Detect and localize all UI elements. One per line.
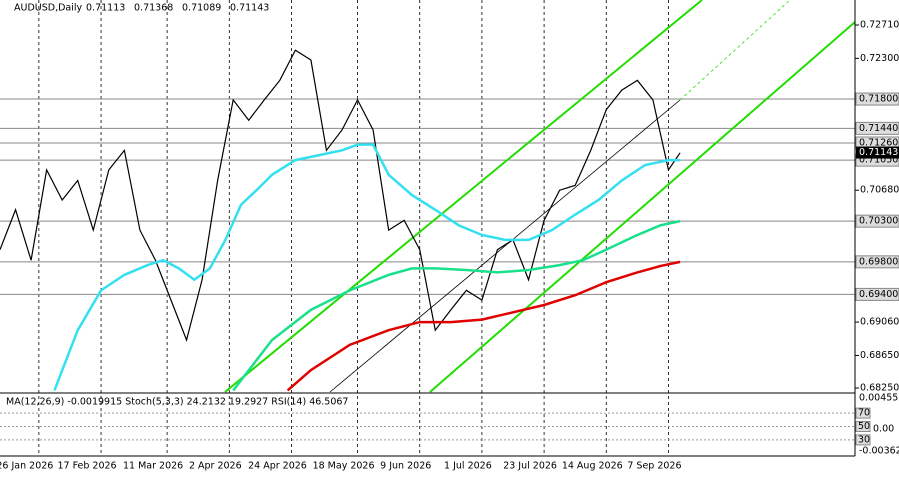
ohlc-value: 0.71113 [86,3,125,14]
level-label: 0.70300 [859,216,898,227]
x-tick-label: 7 Sep 2026 [627,461,681,472]
y-tick-label: 0.72300 [860,53,899,64]
symbol: AUDUSD,Daily [14,3,83,14]
x-tick-label: 14 Aug 2026 [562,461,623,472]
level-label-box [855,287,899,301]
oscillator-label-box [855,407,871,419]
y-tick-label: 0.68650 [860,350,899,361]
level-label-box [855,255,899,269]
price-line [53,143,681,391]
macd-label: 0.004552 [859,393,899,404]
price-line [286,260,681,392]
level-label-box [855,214,899,228]
level-label-box [855,92,899,106]
level-label: 0.69400 [859,289,898,300]
x-tick-label: 1 Jul 2026 [444,461,492,472]
x-tick-label: 11 Mar 2026 [123,461,183,472]
x-tick-label: 24 Apr 2026 [248,461,307,472]
grid [0,0,855,456]
level-label: 0.71800 [859,94,898,105]
oscillator-label-box [855,421,871,432]
y-tick-label: 0.72710 [860,19,899,30]
price-line [0,49,681,342]
channel [224,0,856,393]
macd-label: -0.003621 [859,446,899,457]
price-line [232,219,681,392]
x-tick-label: 9 Jun 2026 [380,461,431,472]
y-tick-label: 0.69060 [860,317,899,328]
ohlc-value: 0.71089 [182,3,221,14]
oscillator-tick-label: 50 [858,421,870,432]
plot [0,49,681,392]
ohlc-value: 0.71143 [230,3,269,14]
x-tick-label: 23 Jul 2026 [503,461,557,472]
x-tick-label: 18 May 2026 [313,461,375,472]
level-label: 0.71260 [859,138,898,149]
current-price-label: 0.71143 [859,147,898,158]
level-label: 0.69800 [859,256,898,267]
x-tick-label: 17 Feb 2026 [57,461,116,472]
level-label: 0.71050 [859,155,898,166]
level-label: 0.71440 [859,123,898,134]
channel-line [429,21,856,393]
x-tick-label: 2 Apr 2026 [189,461,242,472]
ohlc-value: 0.71368 [134,3,173,14]
y-tick-label: 0.70680 [860,185,899,196]
current-price-box [856,146,899,159]
x-tick-label: 26 Jan 2026 [0,461,53,472]
oscillator-tick-label: 30 [858,434,870,445]
channel-ext [679,0,791,101]
channel-line [224,0,703,393]
oscillator-title: MA(12,26,9) -0.0019915 Stoch(5,3,3) 24.2… [6,397,348,408]
oscillator-label-box [855,434,871,446]
macd-label: 0.00 [873,424,894,435]
channel-mid [329,99,681,393]
oscillator-tick-label: 70 [858,408,870,419]
level-label-box [855,121,899,135]
y-tick-label: 0.68250 [860,383,899,394]
